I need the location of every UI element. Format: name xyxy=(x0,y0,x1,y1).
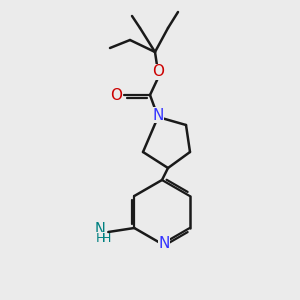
Text: H: H xyxy=(102,232,111,245)
Text: O: O xyxy=(152,64,164,80)
Text: N: N xyxy=(158,236,170,251)
Text: N: N xyxy=(95,221,106,236)
Text: O: O xyxy=(110,88,122,103)
Text: H: H xyxy=(96,232,105,245)
Text: N: N xyxy=(152,107,164,122)
